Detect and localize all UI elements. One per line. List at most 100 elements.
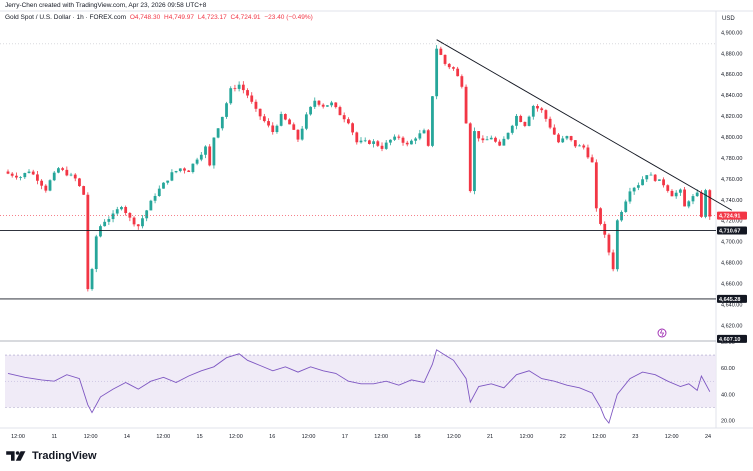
candle-body — [225, 103, 228, 117]
candle-body — [36, 174, 39, 181]
candle-body — [94, 236, 98, 270]
candle-body — [262, 116, 266, 122]
candle-body — [40, 180, 44, 186]
rsi-band — [5, 355, 716, 408]
candle-body — [590, 157, 594, 163]
candles-group — [6, 45, 712, 292]
candle-body — [153, 196, 157, 201]
symbol-name[interactable]: Gold Spot / U.S. Dollar · 1h · FOREX.com — [5, 14, 127, 21]
price-tick-label: 4,840.00 — [721, 93, 742, 99]
candle-body — [309, 106, 312, 115]
time-tick-label: 15 — [197, 434, 203, 440]
candle-body — [103, 221, 107, 227]
price-tick-label: 4,700.00 — [721, 240, 742, 246]
candle-body — [678, 189, 682, 193]
candle-body — [624, 201, 628, 212]
time-tick-label: 12:00 — [156, 434, 170, 440]
candle-body — [65, 169, 69, 176]
candle-body — [351, 123, 354, 133]
price-tick-label: 4,820.00 — [721, 114, 742, 120]
candle-body — [519, 115, 523, 122]
candle-body — [52, 172, 56, 181]
currency-label[interactable]: USD — [722, 16, 735, 22]
candle-body — [544, 110, 548, 119]
time-tick-label: 12:00 — [665, 434, 679, 440]
candle-body — [237, 84, 241, 89]
time-tick-label: 12:00 — [229, 434, 243, 440]
candle-body — [120, 207, 123, 210]
candle-body — [246, 90, 249, 96]
candle-body — [338, 107, 342, 116]
candle-body — [380, 145, 384, 149]
ohlc-change: −23.40 (−0.49%) — [264, 14, 313, 21]
candle-body — [473, 131, 476, 192]
rsi-line — [7, 349, 711, 425]
rsi-tick-label: 20.00 — [721, 418, 735, 424]
candle-body — [443, 54, 447, 64]
candle-body — [157, 188, 161, 197]
price-marker-box — [717, 211, 747, 220]
candle-body — [607, 234, 611, 253]
candle-body — [405, 142, 409, 145]
time-tick-label: 14 — [124, 434, 130, 440]
candle-body — [657, 179, 661, 181]
candle-body — [439, 48, 443, 55]
candle-body — [666, 185, 670, 191]
ohlc-low: L4,723.17 — [197, 14, 227, 21]
price-tick-label: 4,860.00 — [721, 72, 742, 78]
ohlc-open: O4,748.30 — [129, 14, 161, 21]
time-tick-label: 12:00 — [592, 434, 606, 440]
candle-body — [401, 137, 405, 143]
tradingview-logo-icon — [6, 451, 26, 461]
price-tick-label: 4,640.00 — [721, 302, 742, 308]
price-marker-label: 4,710.67 — [719, 228, 740, 234]
candle-body — [603, 223, 607, 235]
candle-body — [10, 173, 14, 176]
tradingview-brand[interactable]: TradingView — [6, 450, 97, 462]
time-tick-label: 12:00 — [374, 434, 388, 440]
candle-body — [372, 141, 376, 144]
candle-body — [506, 132, 510, 139]
trendline — [436, 39, 733, 211]
candle-body — [44, 185, 48, 191]
candle-body — [57, 168, 60, 173]
candle-body — [170, 172, 174, 181]
candle-body — [166, 180, 170, 183]
candle-body — [321, 104, 325, 107]
candle-body — [414, 138, 418, 141]
candle-body — [99, 226, 102, 237]
candle-body — [86, 194, 90, 290]
candle-body — [620, 211, 623, 221]
candle-body — [145, 210, 149, 219]
chart-author-line: Jerry-Chen created with TradingView.com,… — [5, 2, 207, 9]
price-tick-label: 4,720.00 — [721, 219, 742, 225]
candle-body — [615, 220, 619, 270]
candle-body — [174, 171, 178, 173]
candle-body — [510, 125, 514, 133]
candle-body — [258, 108, 262, 117]
candle-body — [494, 137, 497, 142]
candle-body — [632, 187, 636, 192]
candle-body — [489, 137, 493, 140]
candle-body — [300, 128, 304, 140]
candle-body — [393, 136, 397, 140]
price-marker-box — [717, 226, 747, 235]
candle-body — [548, 118, 552, 128]
price-tick-label: 4,780.00 — [721, 156, 742, 162]
candle-body — [397, 136, 401, 138]
candle-body — [536, 105, 539, 109]
ohlc-close: C4,724.91 — [230, 14, 261, 21]
candle-body — [695, 192, 699, 197]
price-marker-label: 4,607.10 — [719, 337, 740, 343]
candle-body — [149, 200, 153, 211]
candle-body — [15, 175, 18, 178]
time-tick-label: 12:00 — [302, 434, 316, 440]
candle-body — [178, 168, 182, 172]
price-tick-label: 4,660.00 — [721, 281, 742, 287]
candle-body — [708, 190, 712, 217]
candle-body — [124, 207, 128, 214]
rsi-tick-label: 60.00 — [721, 366, 735, 372]
candle-body — [641, 179, 644, 186]
candle-body — [204, 146, 207, 155]
